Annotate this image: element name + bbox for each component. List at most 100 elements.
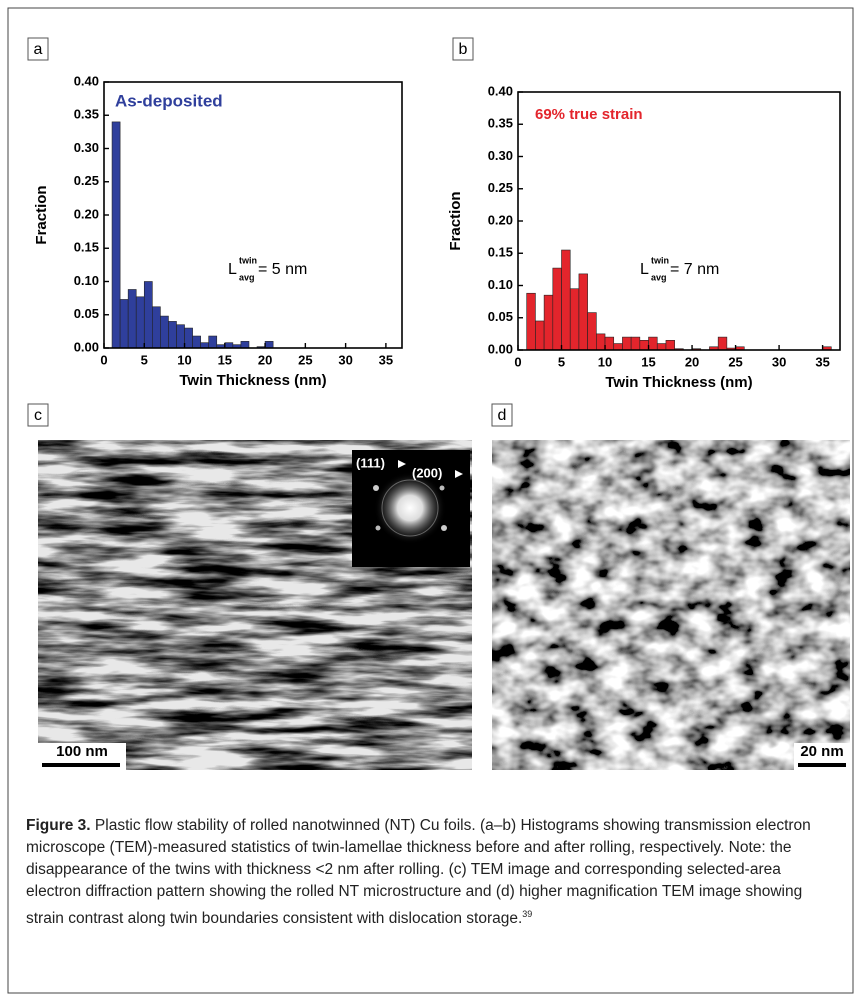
x-tick-label: 15 [641, 354, 655, 369]
formula-symbol: L [228, 261, 237, 278]
formula-superscript: twin [651, 255, 669, 265]
y-tick-label: 0.00 [488, 341, 513, 356]
y-tick-label: 0.35 [488, 116, 513, 131]
x-tick-label: 0 [514, 354, 521, 369]
formula-text: = 5 nm [258, 261, 307, 278]
panel-annotation: As-deposited [115, 91, 223, 110]
diffraction-spot [375, 525, 381, 531]
inset-label: (200) [412, 465, 442, 480]
x-tick-label: 35 [815, 354, 829, 369]
x-tick-label: 20 [685, 354, 699, 369]
tem-image-c: (111) (200) 100 nm [38, 440, 472, 770]
bar [622, 336, 632, 351]
scale-bar-label: 100 nm [56, 743, 108, 760]
x-tick-label: 5 [141, 352, 148, 367]
bar [119, 299, 129, 349]
x-tick-label: 35 [379, 352, 393, 367]
x-tick-label: 10 [598, 354, 612, 369]
x-tick-label: 30 [338, 352, 352, 367]
scale-bar [42, 763, 120, 767]
bar [578, 273, 588, 351]
panel-label: a [34, 41, 43, 58]
histogram: 0.00 0.05 0.10 0.15 0.20 0.25 0.30 0.35 0.40 0 5 10… [447, 37, 841, 391]
bar [168, 321, 177, 349]
diffraction-spot [441, 525, 447, 531]
panel-label: d [498, 407, 507, 424]
bar [160, 315, 169, 349]
bar [665, 340, 675, 351]
inset-arrow [455, 470, 463, 478]
bar [176, 324, 185, 349]
diffraction-ring [381, 479, 439, 537]
panel-label: b [459, 41, 468, 58]
panel-label-box [27, 403, 49, 427]
panel-label-box [491, 403, 513, 427]
y-tick-label: 0.20 [74, 206, 99, 221]
bar [656, 343, 667, 351]
y-tick-label: 0.10 [488, 277, 513, 292]
formula-subscript: avg [239, 272, 255, 282]
inset-arrow [398, 460, 406, 468]
y-tick-label: 0.05 [74, 306, 99, 321]
bar [630, 336, 641, 351]
y-tick-label: 0.15 [488, 245, 513, 260]
bar [543, 294, 554, 351]
bar [152, 306, 161, 349]
y-tick-label: 0.25 [74, 173, 99, 188]
tem-image-d: 20 nm [492, 440, 850, 770]
formula-text: = 7 nm [670, 261, 719, 278]
caption-reference: 39 [522, 909, 533, 919]
bar [604, 336, 615, 351]
inset-label: (111) [356, 455, 385, 470]
x-tick-label: 20 [258, 352, 272, 367]
y-tick-label: 0.00 [74, 339, 99, 354]
bar [240, 341, 250, 349]
scale-bar [798, 763, 846, 767]
formula-symbol: L [640, 261, 649, 278]
bar [127, 289, 137, 349]
bar [264, 341, 274, 349]
panel-label: c [34, 407, 42, 424]
bar [613, 343, 623, 351]
y-axis-title: Fraction [447, 191, 464, 250]
y-tick-label: 0.20 [488, 212, 513, 227]
caption-heading: Figure 3. [26, 817, 91, 834]
bar [552, 267, 562, 351]
panel-label-box [27, 37, 49, 61]
y-tick-label: 0.30 [488, 148, 513, 163]
bar [135, 296, 145, 349]
y-tick-label: 0.35 [74, 107, 99, 122]
caption-text: Plastic flow stability of rolled nanotwi… [26, 817, 811, 928]
y-tick-label: 0.10 [74, 273, 99, 288]
diffraction-spot [439, 485, 445, 491]
histogram: 0.00 0.05 0.10 0.15 0.20 0.25 0.30 0.35 0.40 0 5 10… [27, 37, 403, 389]
formula-superscript: twin [239, 255, 257, 265]
x-tick-label: 30 [772, 354, 786, 369]
x-tick-label: 10 [177, 352, 191, 367]
x-tick-label: 25 [298, 352, 312, 367]
bar [535, 320, 545, 351]
x-tick-label: 15 [218, 352, 232, 367]
bar [143, 281, 153, 349]
bar [717, 336, 728, 351]
y-axis-title: Fraction [33, 185, 50, 244]
x-tick-label: 0 [100, 352, 107, 367]
bar [208, 335, 218, 349]
formula-subscript: avg [651, 272, 667, 282]
caption: Figure 3. Plastic flow stability of roll… [26, 815, 826, 930]
panel-annotation: 69% true strain [535, 106, 643, 123]
bar [587, 312, 597, 351]
bar [526, 292, 536, 351]
bar [569, 288, 580, 351]
figure-border [7, 7, 854, 994]
scale-bar-label: 20 nm [800, 743, 843, 760]
y-tick-label: 0.05 [488, 309, 513, 324]
y-tick-label: 0.40 [488, 83, 513, 98]
image-texture [492, 440, 850, 770]
x-axis-title: Twin Thickness (nm) [179, 372, 326, 389]
bar [596, 333, 606, 351]
y-tick-label: 0.40 [74, 73, 99, 88]
diffraction-spot [373, 485, 379, 491]
